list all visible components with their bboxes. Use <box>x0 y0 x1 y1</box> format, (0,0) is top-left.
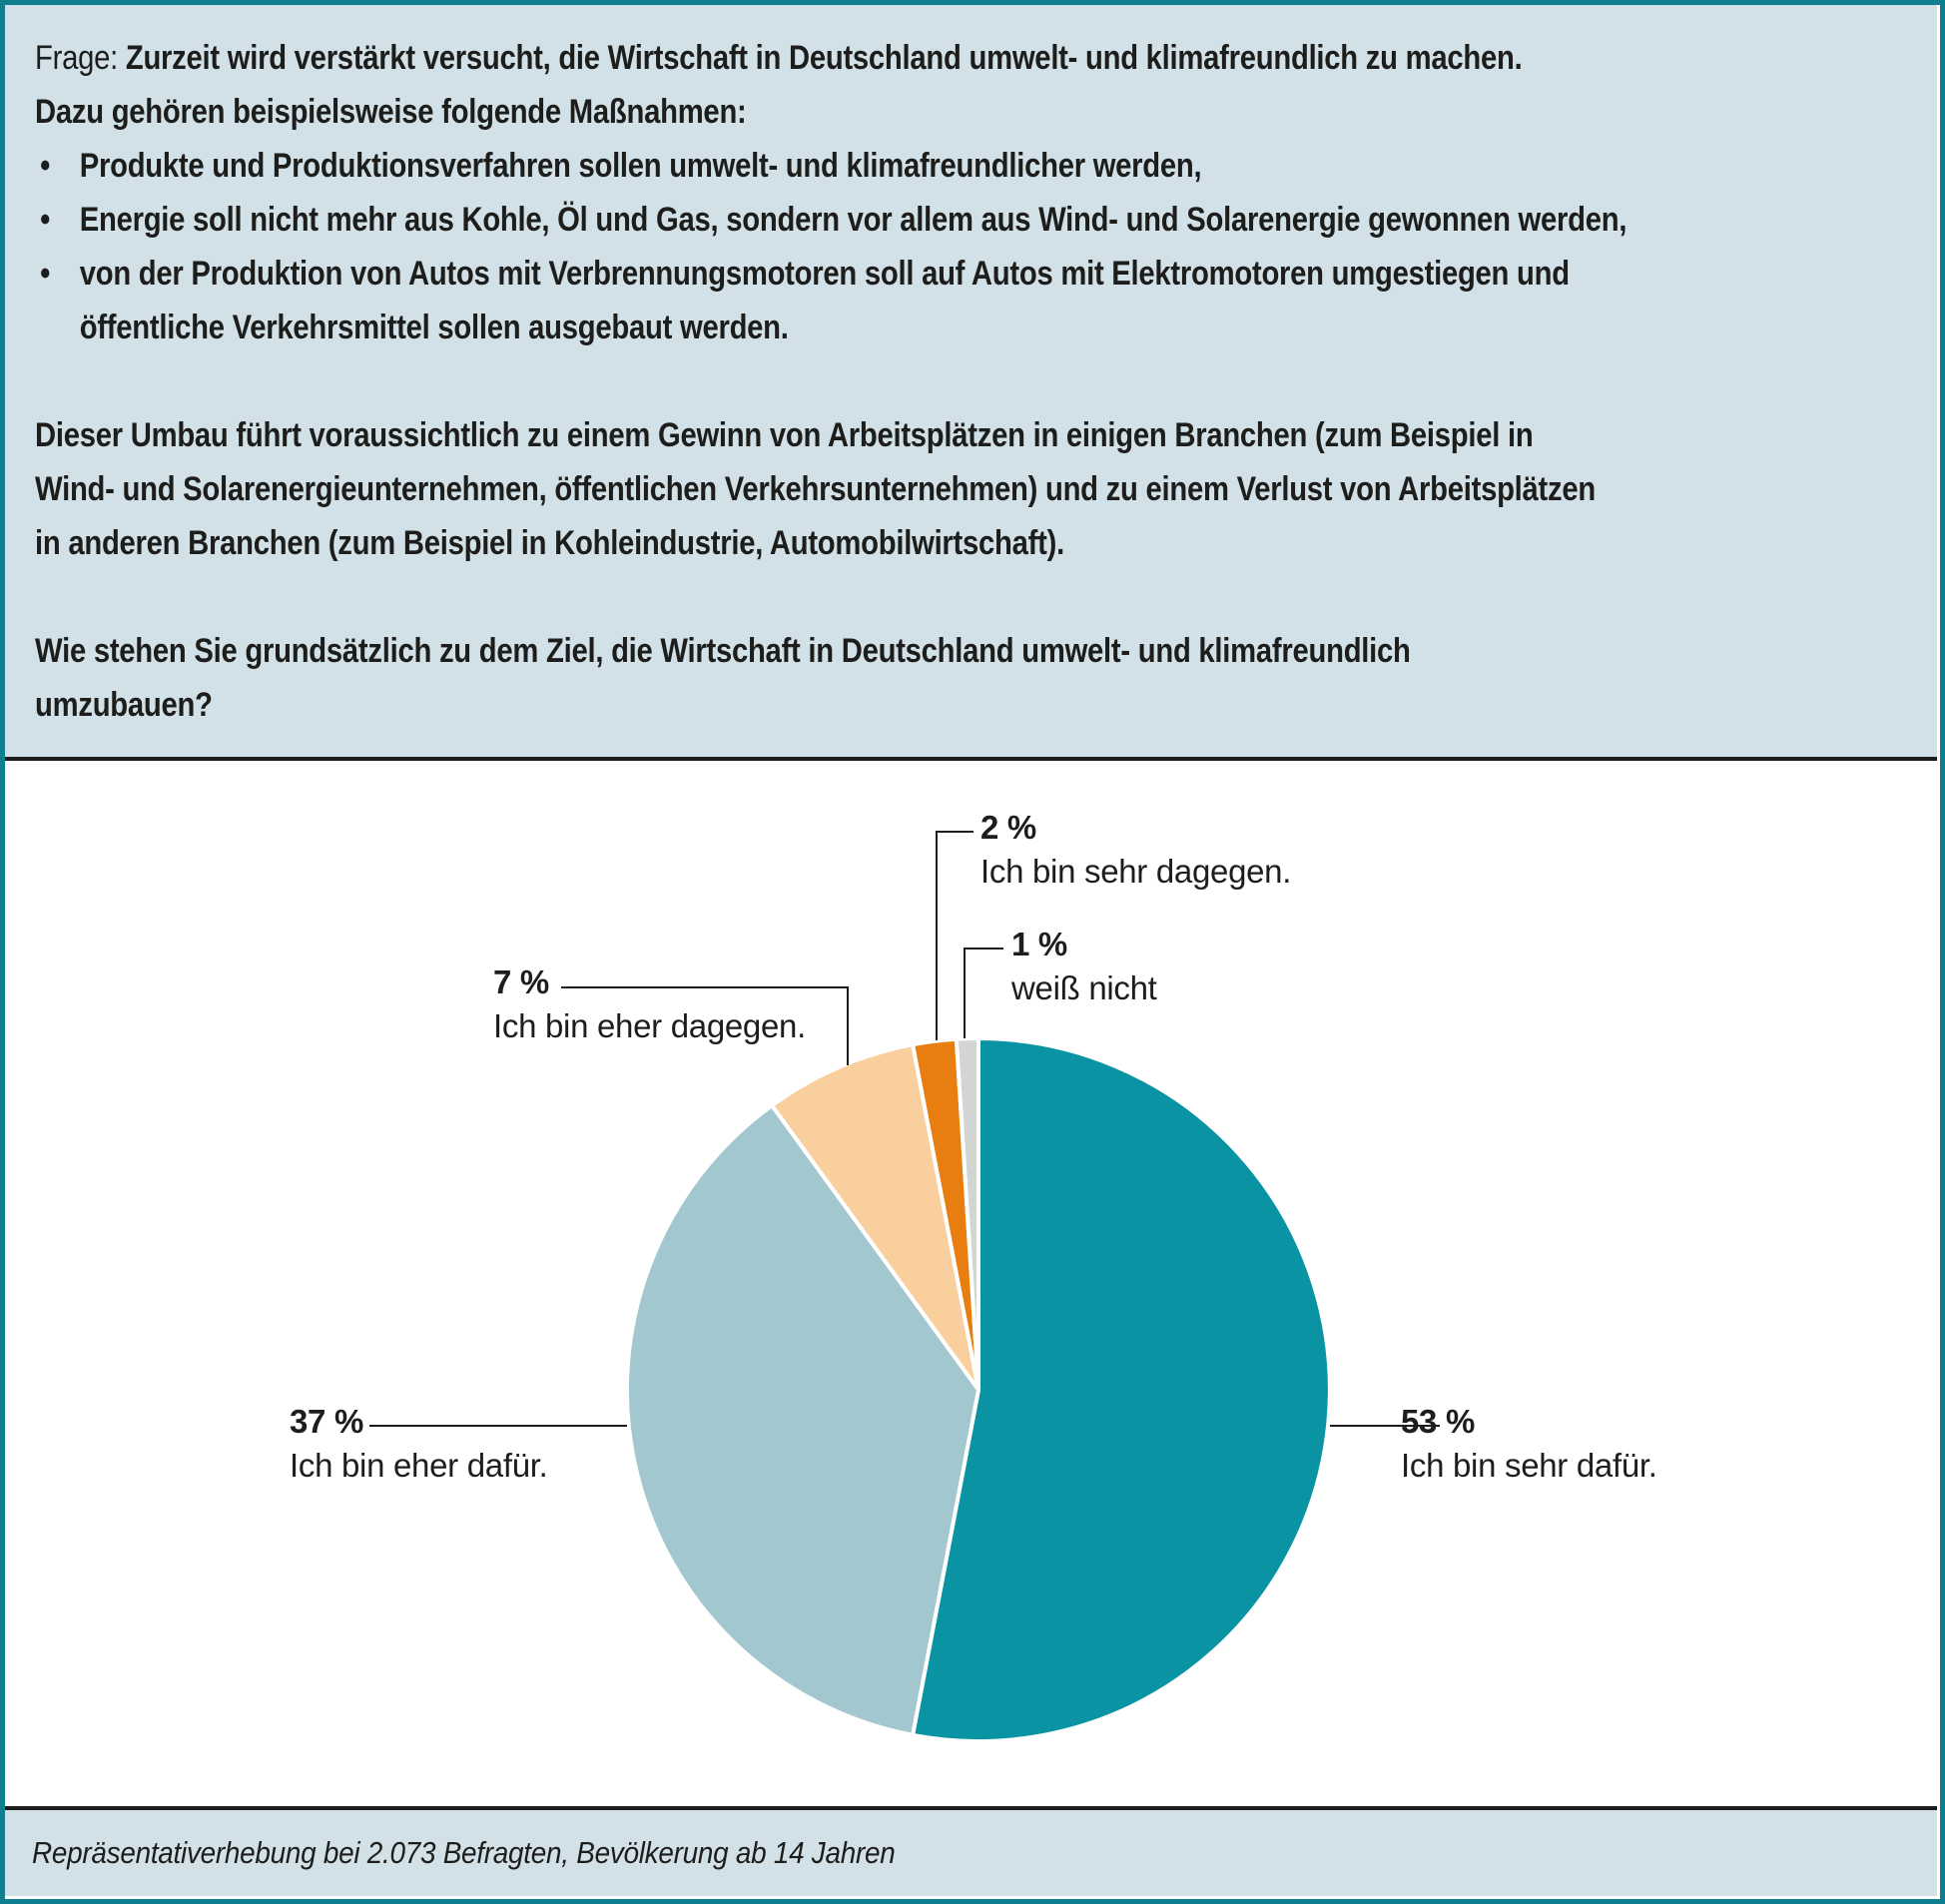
callout-eher-dafuer: 37 % Ich bin eher dafür. <box>290 1400 548 1488</box>
bullet-item-continuation: öffentliche Verkehrsmittel sollen ausgeb… <box>35 301 1910 354</box>
bullet-item: • von der Produktion von Autos mit Verbr… <box>35 247 1910 301</box>
bullet-item: • Energie soll nicht mehr aus Kohle, Öl … <box>35 193 1910 247</box>
frage-label: Frage: <box>35 39 118 77</box>
callout-value: 53 % <box>1401 1403 1476 1440</box>
callout-text: Ich bin sehr dagegen. <box>980 853 1292 890</box>
bullet-text: Energie soll nicht mehr aus Kohle, Öl un… <box>79 201 1627 239</box>
leader-line-1 <box>964 948 1003 1038</box>
callout-text: Ich bin eher dagegen. <box>493 1007 806 1044</box>
source-note: Repräsentativerhebung bei 2.073 Befragte… <box>32 1835 896 1870</box>
bullet-icon: • <box>40 255 51 293</box>
separator-line-bottom <box>5 1806 1937 1810</box>
paragraph-line: Dieser Umbau führt voraussichtlich zu ei… <box>35 416 1534 454</box>
pie-slice-weiss-nicht <box>954 1036 980 1392</box>
callout-text: weiß nicht <box>1011 969 1157 1006</box>
pie-slice-sehr-dafuer <box>911 1036 1332 1743</box>
bullet-text: öffentliche Verkehrsmittel sollen ausgeb… <box>79 309 789 346</box>
intro-line-1-text: Zurzeit wird verstärkt versucht, die Wir… <box>125 39 1523 77</box>
pie-chart-area: 2 % Ich bin sehr dagegen. 1 % weiß nicht… <box>5 761 1937 1806</box>
paragraph-umbau: Dieser Umbau führt voraussichtlich zu ei… <box>35 408 1910 570</box>
pie-slice-eher-dagegen <box>770 1042 980 1392</box>
callout-weiss-nicht: 1 % weiß nicht <box>1011 923 1157 1010</box>
callout-value: 7 % <box>493 963 549 1000</box>
bullet-text: Produkte und Produktionsverfahren sollen… <box>79 147 1202 185</box>
bullet-icon: • <box>40 201 51 239</box>
bullet-text: von der Produktion von Autos mit Verbren… <box>79 255 1570 293</box>
separator-line-top <box>5 757 1937 761</box>
callout-value: 2 % <box>980 809 1036 846</box>
callout-value: 1 % <box>1011 926 1067 962</box>
paragraph-line: in anderen Branchen (zum Beispiel in Koh… <box>35 524 1064 562</box>
leader-lines <box>369 831 1440 1427</box>
paragraph-question: Wie stehen Sie grundsätzlich zu dem Ziel… <box>35 624 1910 732</box>
callout-sehr-dagegen: 2 % Ich bin sehr dagegen. <box>980 806 1291 894</box>
bullet-indent <box>40 301 80 354</box>
paragraph-line: Wind- und Solarenergieunternehmen, öffen… <box>35 470 1596 508</box>
content-wrapper: Frage: Zurzeit wird verstärkt versucht, … <box>5 5 1940 1899</box>
paragraph-line: Wie stehen Sie grundsätzlich zu dem Ziel… <box>35 632 1411 670</box>
callout-eher-dagegen: 7 % Ich bin eher dagegen. <box>493 960 806 1048</box>
question-text-block: Frage: Zurzeit wird verstärkt versucht, … <box>35 31 1910 732</box>
paragraph-line: umzubauen? <box>35 686 213 724</box>
callout-sehr-dafuer: 53 % Ich bin sehr dafür. <box>1401 1400 1657 1488</box>
leader-line-2 <box>936 831 973 1040</box>
pie-chart <box>625 1036 1332 1743</box>
callout-value: 37 % <box>290 1403 364 1440</box>
leader-line-7 <box>561 986 849 1065</box>
bullet-item: • Produkte und Produktionsverfahren soll… <box>35 139 1910 193</box>
callout-text: Ich bin eher dafür. <box>290 1447 548 1484</box>
callout-text: Ich bin sehr dafür. <box>1401 1447 1657 1484</box>
intro-line-2: Dazu gehören beispielsweise folgende Maß… <box>35 93 747 131</box>
question-panel: Frage: Zurzeit wird verstärkt versucht, … <box>5 5 1937 757</box>
intro-line-1: Frage: Zurzeit wird verstärkt versucht, … <box>35 31 1910 85</box>
source-panel: Repräsentativerhebung bei 2.073 Befragte… <box>5 1810 1937 1896</box>
pie-slice-eher-dafuer <box>625 1103 980 1737</box>
bullet-icon: • <box>40 147 51 185</box>
